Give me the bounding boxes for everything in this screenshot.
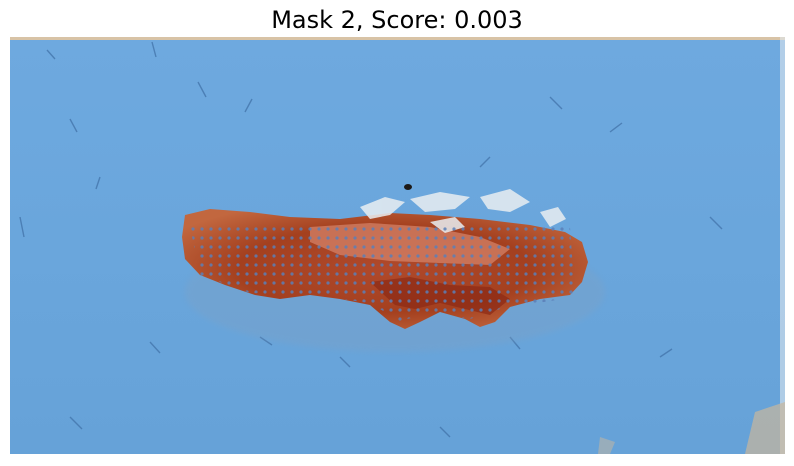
mask-dot-pattern xyxy=(190,227,575,321)
figure-title: Mask 2, Score: 0.003 xyxy=(271,6,523,34)
dark-spot xyxy=(404,184,412,190)
edge-strip xyxy=(10,37,785,40)
edge-skin-patch xyxy=(745,402,785,454)
edge-strip xyxy=(780,37,785,454)
masked-image xyxy=(10,37,785,454)
edge-skin-patch xyxy=(598,437,615,454)
skin-lesion-photo-icon xyxy=(10,37,785,454)
hair-strokes xyxy=(19,41,723,438)
